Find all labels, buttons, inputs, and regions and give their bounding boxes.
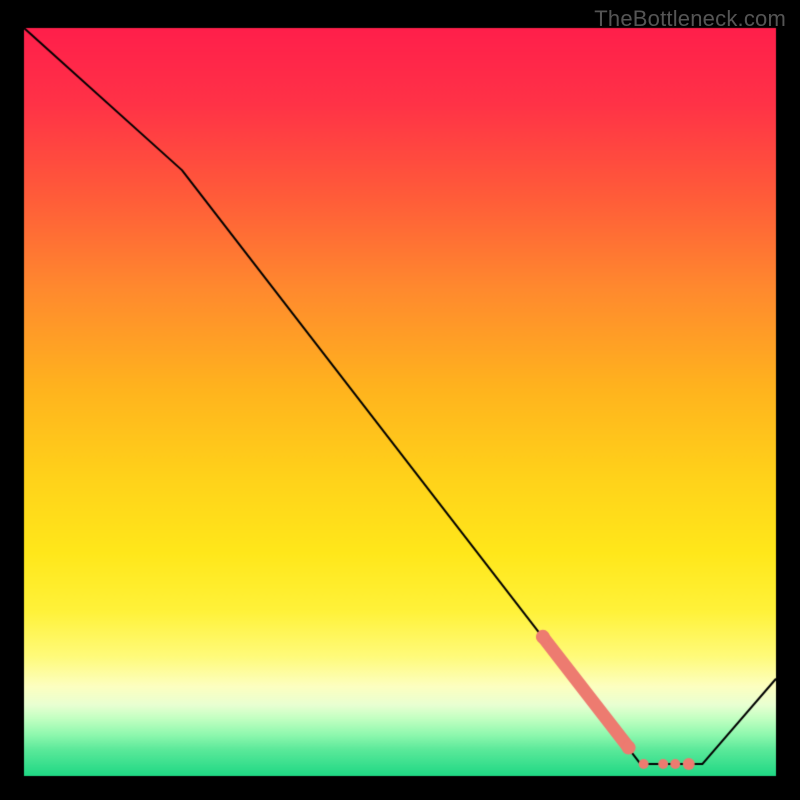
watermark-text: TheBottleneck.com [594,6,786,32]
bottleneck-chart-canvas [0,0,800,800]
